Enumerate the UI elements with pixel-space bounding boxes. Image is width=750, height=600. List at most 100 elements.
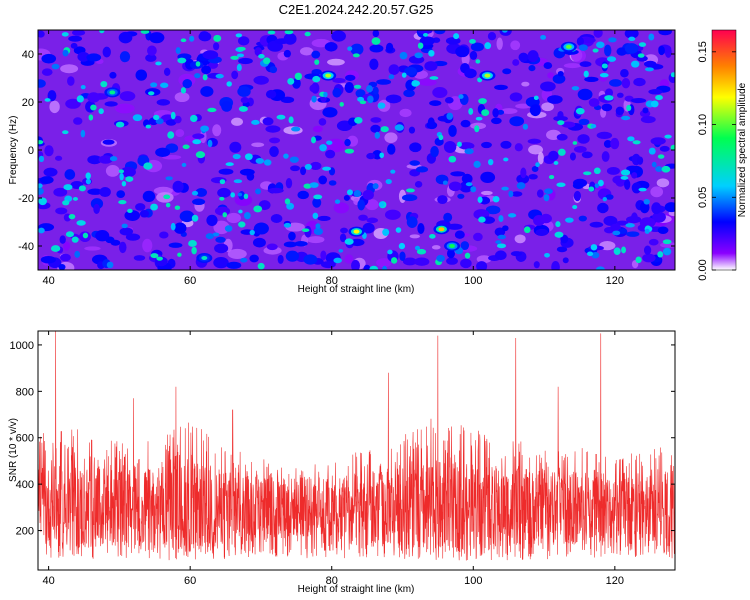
heatmap-cell bbox=[319, 144, 327, 152]
heatmap-cell bbox=[323, 91, 328, 98]
heatmap-cell bbox=[621, 78, 631, 89]
heatmap-cell-low bbox=[547, 72, 555, 79]
heatmap-cell bbox=[182, 144, 190, 150]
heatmap-cell bbox=[461, 173, 473, 184]
heatmap-cell bbox=[465, 182, 473, 187]
heatmap-peak bbox=[449, 244, 456, 248]
heatmap-cell bbox=[263, 159, 272, 166]
spectrogram-y-axis: -40 -20 0 20 40 bbox=[18, 49, 675, 253]
heatmap-cell bbox=[409, 160, 421, 166]
heatmap-cell bbox=[533, 261, 540, 269]
heatmap-cell bbox=[399, 51, 408, 60]
heatmap-cell bbox=[575, 107, 585, 115]
heatmap-cell bbox=[53, 187, 68, 197]
heatmap-cell bbox=[577, 88, 593, 101]
heatmap-cell bbox=[85, 178, 91, 185]
heatmap-cell bbox=[119, 51, 131, 63]
heatmap-cell bbox=[427, 117, 435, 129]
heatmap-cell bbox=[165, 176, 173, 181]
heatmap-cell bbox=[93, 203, 100, 214]
heatmap-cell bbox=[569, 152, 576, 161]
heatmap-cell bbox=[62, 130, 69, 135]
heatmap-cell bbox=[595, 266, 605, 270]
y-tick-label: 1000 bbox=[10, 340, 34, 352]
x-tick-label: 80 bbox=[326, 275, 338, 287]
colorbar-tick-label: 0.00 bbox=[697, 259, 709, 280]
heatmap-cell bbox=[231, 70, 239, 80]
heatmap-cell bbox=[155, 61, 162, 66]
heatmap-cell bbox=[346, 189, 353, 196]
heatmap-cell-low bbox=[49, 100, 60, 114]
colorbar-label: Normalized spectral amplitude bbox=[737, 82, 748, 217]
heatmap-cell-low bbox=[307, 236, 325, 244]
heatmap-cell bbox=[284, 30, 294, 35]
heatmap-cell-low bbox=[476, 255, 492, 264]
heatmap-cell bbox=[608, 37, 617, 43]
heatmap-cell-low bbox=[312, 125, 323, 133]
heatmap-cell bbox=[424, 61, 438, 72]
heatmap-cell bbox=[642, 253, 656, 263]
heatmap-cell bbox=[344, 148, 355, 154]
heatmap-cell bbox=[648, 33, 655, 41]
heatmap-cell bbox=[443, 141, 457, 153]
heatmap-cell bbox=[51, 63, 60, 70]
heatmap-cell bbox=[446, 257, 458, 265]
heatmap-cell bbox=[631, 172, 638, 179]
heatmap-cell bbox=[149, 32, 165, 44]
colorbar-ticks: 0.00 0.05 0.10 0.15 bbox=[697, 41, 736, 281]
heatmap-cell bbox=[230, 55, 239, 60]
heatmap-cell bbox=[61, 32, 69, 37]
heatmap-cell bbox=[557, 70, 564, 77]
heatmap-cell bbox=[571, 86, 580, 91]
heatmap-cell bbox=[637, 53, 645, 58]
heatmap-cell bbox=[436, 254, 445, 262]
heatmap-cell bbox=[670, 72, 675, 78]
heatmap-cell bbox=[215, 236, 226, 243]
heatmap-cell bbox=[150, 82, 158, 88]
heatmap-cell bbox=[367, 95, 374, 104]
heatmap-cell-low bbox=[226, 212, 241, 224]
heatmap-cell bbox=[347, 46, 353, 51]
heatmap-cell bbox=[446, 112, 454, 120]
heatmap-cell bbox=[540, 81, 556, 92]
heatmap-cell bbox=[118, 241, 127, 254]
heatmap-cell bbox=[70, 42, 78, 49]
heatmap-cell bbox=[414, 181, 423, 188]
heatmap-cell bbox=[594, 183, 600, 188]
heatmap-cell bbox=[388, 64, 400, 75]
heatmap-cell bbox=[235, 33, 243, 38]
heatmap-cell bbox=[312, 75, 321, 83]
heatmap-cell bbox=[487, 32, 497, 41]
heatmap-cell bbox=[484, 42, 492, 50]
heatmap-cell bbox=[469, 39, 476, 44]
heatmap-cell-low bbox=[142, 238, 153, 253]
heatmap-peak bbox=[109, 90, 116, 95]
heatmap-cell bbox=[650, 137, 666, 145]
heatmap-cell bbox=[253, 75, 269, 85]
heatmap-cell bbox=[522, 123, 529, 130]
heatmap-cell-low bbox=[514, 234, 526, 244]
x-tick-label: 40 bbox=[42, 575, 54, 587]
heatmap-cell bbox=[640, 115, 656, 124]
heatmap-cell bbox=[429, 76, 439, 80]
heatmap-cell-low bbox=[480, 190, 493, 196]
heatmap-cell bbox=[535, 228, 549, 236]
heatmap-cell bbox=[44, 98, 51, 102]
heatmap-cell bbox=[304, 163, 312, 170]
heatmap-cell bbox=[470, 42, 484, 52]
heatmap-cell bbox=[262, 57, 271, 65]
heatmap-cell bbox=[224, 225, 233, 232]
heatmap-cell bbox=[145, 54, 157, 62]
heatmap-cell bbox=[630, 98, 647, 104]
heatmap-cell bbox=[236, 53, 245, 58]
heatmap-cell bbox=[448, 155, 457, 163]
heatmap-cell bbox=[469, 50, 478, 60]
heatmap-cell bbox=[72, 30, 86, 36]
heatmap-cell bbox=[502, 225, 509, 232]
heatmap-cell bbox=[294, 72, 302, 81]
heatmap-cell bbox=[334, 199, 341, 204]
heatmap-cell bbox=[584, 76, 599, 83]
heatmap-cell bbox=[339, 233, 347, 243]
heatmap-cell bbox=[455, 46, 470, 58]
heatmap-peak bbox=[438, 227, 445, 232]
